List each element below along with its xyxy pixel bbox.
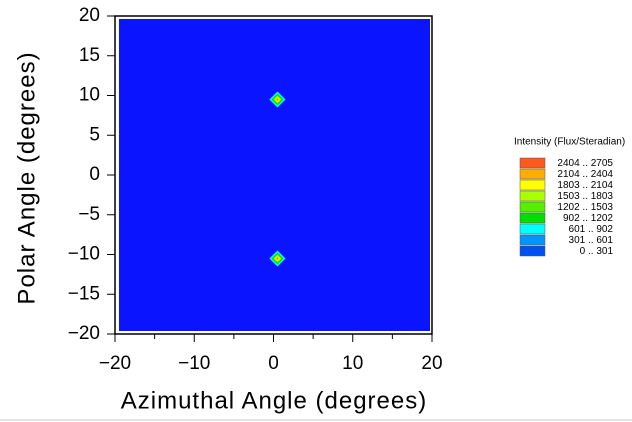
legend-label: 1803 .. 2104 — [557, 180, 613, 191]
legend-swatch — [519, 157, 546, 169]
y-tick-label: −15 — [68, 283, 100, 304]
spot-core — [276, 98, 279, 101]
legend-swatch — [519, 223, 546, 235]
y-tick-label: 20 — [79, 5, 100, 26]
intensity-field — [119, 19, 430, 331]
legend-swatch — [519, 201, 546, 213]
y-tick-label: 0 — [89, 164, 100, 185]
y-tick-label: 10 — [79, 85, 100, 106]
legend-label: 601 .. 902 — [569, 224, 614, 235]
legend-swatch — [519, 212, 546, 224]
x-tick-label: 20 — [421, 353, 442, 374]
legend-swatch — [519, 168, 546, 180]
y-tick-label: 5 — [89, 124, 100, 145]
y-tick-label: −5 — [78, 204, 100, 225]
y-tick-label: 15 — [79, 45, 100, 66]
x-tick-label: −10 — [178, 353, 210, 374]
x-tick-label: −20 — [99, 353, 131, 374]
legend-swatch — [519, 190, 546, 202]
y-tick-label: −20 — [68, 323, 100, 344]
legend-swatch — [519, 234, 546, 246]
legend-label: 2404 .. 2705 — [557, 158, 613, 169]
legend-label: 2104 .. 2404 — [557, 169, 613, 180]
x-axis-title: Azimuthal Angle (degrees) — [121, 387, 427, 414]
legend-label: 902 .. 1202 — [563, 213, 613, 224]
legend-label: 1503 .. 1803 — [557, 191, 613, 202]
legend-title: Intensity (Flux/Steradian) — [514, 137, 625, 148]
x-tick-label: 10 — [342, 353, 363, 374]
legend-label: 0 .. 301 — [580, 246, 614, 257]
y-axis-title: Polar Angle (degrees) — [13, 51, 40, 304]
x-tick-label: 0 — [268, 353, 279, 374]
legend-label: 301 .. 601 — [569, 235, 614, 246]
legend-swatch — [519, 245, 546, 257]
spot-core — [276, 257, 279, 260]
y-tick-label: −10 — [68, 244, 100, 265]
legend-label: 1202 .. 1503 — [557, 202, 613, 213]
legend-swatch — [519, 179, 546, 191]
